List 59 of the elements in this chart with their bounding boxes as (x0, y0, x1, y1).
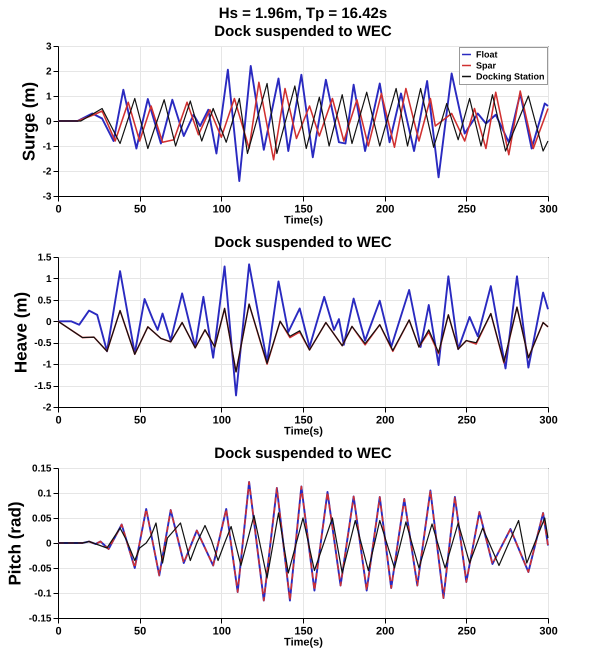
y-tick-label: 0 (46, 316, 52, 328)
x-axis-title: Time(s) (284, 636, 324, 648)
y-tick-label: -1 (42, 360, 52, 371)
legend-label: Docking Station (476, 72, 545, 82)
y-tick-label: 0.5 (38, 295, 52, 306)
x-tick-label: 100 (212, 414, 232, 426)
x-axis-title: Time(s) (284, 426, 324, 438)
x-tick-label: 250 (458, 626, 476, 638)
y-tick-label: 0.15 (32, 464, 52, 474)
y-tick-label: 1 (46, 92, 52, 102)
x-tick-label: 250 (458, 204, 476, 216)
x-tick-label: 100 (212, 204, 232, 216)
line-series (57, 481, 549, 602)
x-tick-label: 300 (539, 204, 558, 216)
y-axis-title: Pitch (rad) (6, 501, 25, 586)
x-tick-label: 300 (539, 626, 558, 638)
x-tick-label: 50 (134, 204, 146, 216)
y-tick-label: -0.1 (34, 588, 52, 600)
line-series (57, 512, 549, 579)
y-tick-label: -0.05 (28, 564, 52, 574)
y-tick-label: -2 (42, 402, 52, 414)
legend-label: Float (476, 50, 498, 60)
x-tick-label: 0 (55, 626, 62, 638)
y-tick-label: -0.15 (28, 614, 52, 624)
x-tick-label: 0 (55, 204, 62, 216)
y-tick-label: 0 (46, 116, 52, 128)
x-tick-label: 300 (539, 414, 558, 426)
x-tick-label: 200 (376, 414, 394, 426)
x-tick-label: 250 (458, 414, 476, 426)
chart-title: Dock suspended to WEC (214, 234, 392, 251)
y-tick-label: -1.5 (34, 381, 52, 392)
y-axis-title: Heave (m) (11, 292, 30, 374)
line-series (57, 263, 549, 396)
y-axis-title: Surge (m) (20, 82, 39, 162)
y-tick-label: 0 (46, 538, 52, 550)
x-tick-label: 150 (294, 414, 313, 426)
x-tick-label: 150 (294, 626, 313, 638)
chart-subtitle: Dock suspended to WEC (214, 23, 392, 40)
chart-title: Dock suspended to WEC (214, 445, 392, 462)
chart-title: Hs = 1.96m, Tp = 16.42s (218, 5, 388, 22)
y-tick-label: 1.5 (38, 252, 52, 264)
x-tick-label: 0 (55, 414, 62, 426)
y-tick-label: 2 (46, 66, 52, 78)
x-tick-label: 50 (134, 414, 146, 426)
legend-label: Spar (476, 60, 497, 70)
x-tick-label: 200 (376, 204, 394, 216)
x-tick-label: 150 (294, 204, 313, 216)
y-tick-label: -3 (42, 192, 52, 202)
y-tick-label: 1 (46, 274, 52, 285)
y-tick-label: 3 (46, 42, 52, 52)
x-tick-label: 50 (134, 626, 146, 638)
y-tick-label: -0.5 (34, 338, 52, 350)
y-tick-label: -2 (42, 166, 52, 178)
y-tick-label: 0.1 (38, 488, 52, 500)
y-tick-label: -1 (42, 142, 52, 152)
y-tick-label: 0.05 (32, 514, 52, 524)
x-tick-label: 200 (376, 626, 394, 638)
x-axis-title: Time(s) (284, 214, 324, 226)
x-tick-label: 100 (212, 626, 232, 638)
